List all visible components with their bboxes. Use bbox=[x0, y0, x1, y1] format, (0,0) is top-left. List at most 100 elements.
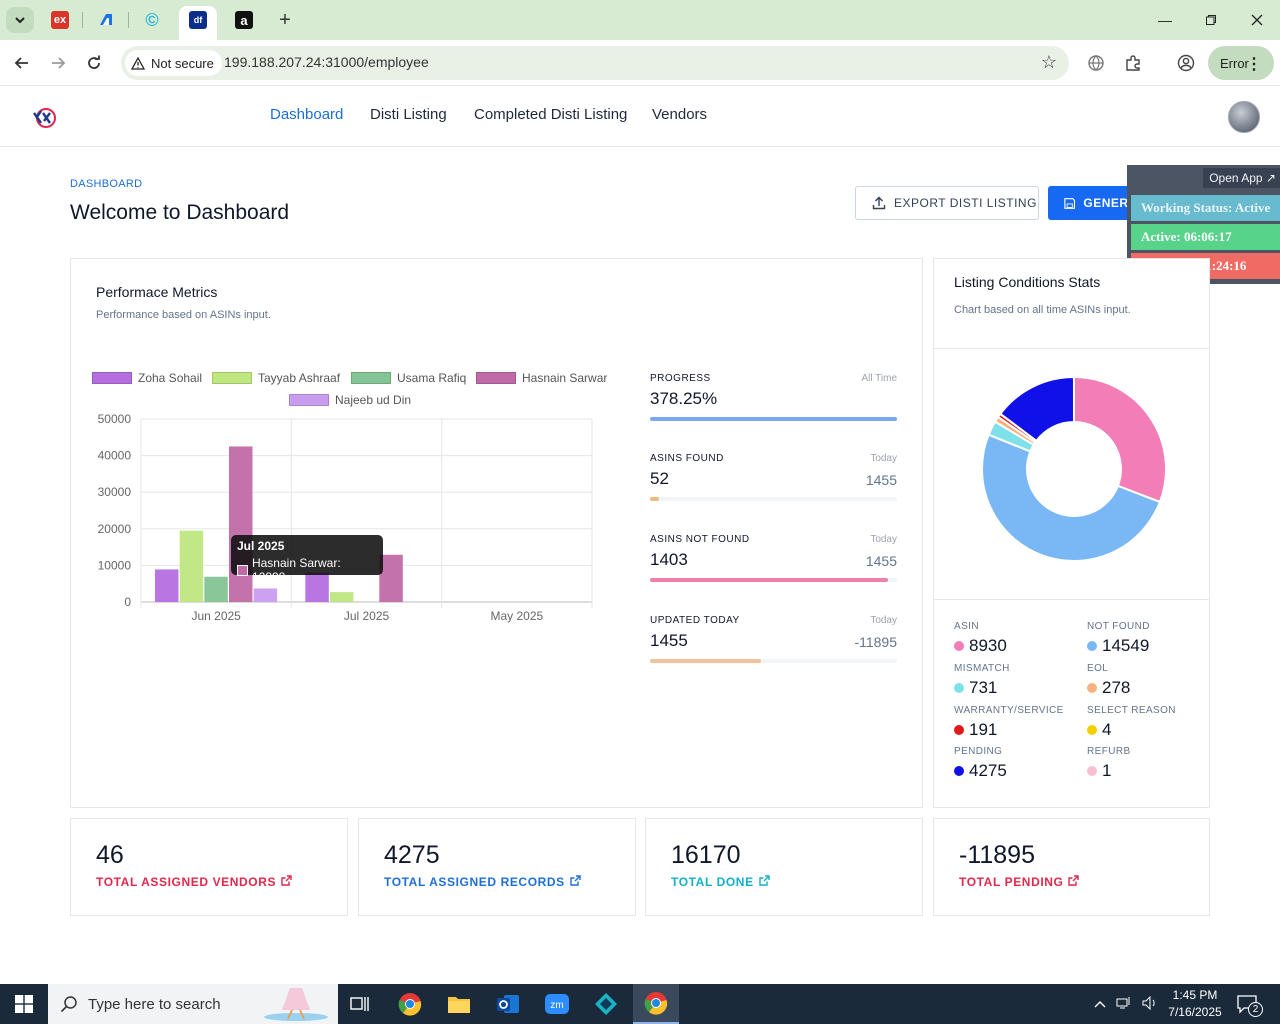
clock-date: 7/16/2025 bbox=[1168, 1005, 1222, 1019]
back-icon[interactable] bbox=[10, 51, 34, 75]
brand-logo[interactable] bbox=[32, 105, 58, 129]
external-link-icon bbox=[1068, 875, 1080, 889]
legend-dot bbox=[1087, 766, 1097, 776]
breadcrumb: DASHBOARD bbox=[70, 178, 143, 190]
kpi-link[interactable]: TOTAL ASSIGNED RECORDS bbox=[384, 875, 581, 889]
bar bbox=[155, 569, 179, 602]
stat-updated-today: UPDATED TODAY Today 1455 -11895 bbox=[650, 615, 897, 675]
kpi-link[interactable]: TOTAL DONE bbox=[671, 875, 770, 889]
nav-vendors[interactable]: Vendors bbox=[652, 106, 708, 123]
file-explorer-icon[interactable] bbox=[439, 988, 479, 1020]
network-icon[interactable] bbox=[1116, 996, 1132, 1013]
volume-icon[interactable] bbox=[1142, 995, 1158, 1013]
zoom-icon[interactable]: zm bbox=[537, 988, 577, 1020]
kpi-label: TOTAL ASSIGNED RECORDS bbox=[384, 875, 565, 889]
export-disti-listing-button[interactable]: EXPORT DISTI LISTING bbox=[855, 186, 1039, 220]
tab-blue-app[interactable] bbox=[97, 11, 115, 29]
legend-swatch bbox=[476, 372, 516, 384]
outlook-icon[interactable] bbox=[488, 988, 528, 1020]
legend-swatch bbox=[289, 394, 329, 406]
cond-value: 4275 bbox=[969, 761, 1007, 780]
nav-completed-disti-listing[interactable]: Completed Disti Listing bbox=[474, 106, 628, 123]
donut-slice[interactable] bbox=[1073, 375, 1167, 504]
x-tick-label: Jul 2025 bbox=[344, 609, 390, 623]
not-secure-chip[interactable]: Not secure bbox=[125, 50, 222, 76]
progress-track bbox=[650, 659, 897, 663]
legend-dot bbox=[954, 725, 964, 735]
kpi-link[interactable]: TOTAL PENDING bbox=[959, 875, 1080, 889]
stat-total: -11895 bbox=[854, 634, 897, 650]
reload-icon[interactable] bbox=[82, 51, 106, 75]
legend-item[interactable]: Zoha Sohail bbox=[92, 371, 202, 385]
notification-center-icon[interactable]: 2 bbox=[1236, 984, 1263, 1024]
minimize-icon[interactable]: — bbox=[1158, 12, 1172, 28]
tooltip-swatch bbox=[237, 564, 248, 576]
legend-swatch bbox=[212, 372, 252, 384]
legend-item[interactable]: Usama Rafiq bbox=[351, 371, 466, 385]
stat-total: 1455 bbox=[865, 472, 897, 488]
legend-dot bbox=[954, 683, 964, 693]
progress-track bbox=[650, 497, 897, 501]
stat-label: PROGRESS bbox=[650, 373, 711, 384]
legend-item[interactable]: Tayyab Ashraaf bbox=[212, 371, 340, 385]
kpi-link[interactable]: TOTAL ASSIGNED VENDORS bbox=[96, 875, 292, 889]
tab-amazon[interactable]: a bbox=[235, 11, 253, 29]
bar-chart: 0 10000 20000 30000 40000 50000 Jun 2025 Jul 20… bbox=[98, 412, 593, 623]
y-tick-label: 20000 bbox=[98, 522, 132, 536]
avatar[interactable] bbox=[1228, 101, 1260, 133]
forward-icon[interactable] bbox=[46, 51, 70, 75]
extensions-icon[interactable] bbox=[1122, 52, 1144, 74]
donut-slice[interactable] bbox=[981, 433, 1162, 563]
open-app-button[interactable]: Open App ↗ bbox=[1203, 168, 1280, 188]
x-tick-label: May 2025 bbox=[490, 609, 543, 623]
external-link-icon bbox=[758, 875, 770, 889]
chrome-icon[interactable] bbox=[390, 988, 430, 1020]
progress-fill bbox=[650, 578, 889, 582]
error-label: Error bbox=[1220, 55, 1249, 71]
legend-item[interactable]: Hasnain Sarwar bbox=[476, 371, 607, 385]
tab-separator bbox=[128, 12, 129, 28]
kpi-total-done: 16170 TOTAL DONE bbox=[645, 818, 923, 916]
cond-eol: EOL 278 bbox=[1087, 663, 1207, 698]
tray-chevron-icon[interactable] bbox=[1094, 997, 1106, 1011]
kpi-value: 46 bbox=[96, 841, 124, 869]
app-diamond-icon[interactable] bbox=[586, 988, 626, 1020]
taskbar-clock[interactable]: 1:45 PM 7/16/2025 bbox=[1160, 987, 1230, 1021]
profile-icon[interactable] bbox=[1175, 52, 1197, 74]
nav-disti-listing[interactable]: Disti Listing bbox=[370, 106, 447, 123]
legend-dot bbox=[954, 766, 964, 776]
cond-label: PENDING bbox=[954, 746, 1003, 757]
tab-search-button[interactable] bbox=[6, 7, 34, 33]
legend-dot bbox=[1087, 683, 1097, 693]
legend-item[interactable]: Najeeb ud Din bbox=[289, 393, 411, 407]
translate-icon[interactable] bbox=[1085, 52, 1107, 74]
tab-df[interactable]: df bbox=[189, 11, 207, 29]
address-bar-row: Not secure 199.188.207.24:31000/employee… bbox=[0, 40, 1280, 86]
kpi-value: -11895 bbox=[959, 841, 1035, 869]
taskbar-search[interactable]: Type here to search bbox=[48, 984, 338, 1024]
kpi-assigned-vendors: 46 TOTAL ASSIGNED VENDORS bbox=[70, 818, 348, 916]
legend-label: Usama Rafiq bbox=[397, 371, 467, 385]
conditions-subtitle: Chart based on all time ASINs input. bbox=[954, 304, 1131, 316]
cond-value: 278 bbox=[1102, 678, 1131, 697]
close-icon[interactable] bbox=[1247, 10, 1267, 30]
legend-dot bbox=[1087, 725, 1097, 735]
omnibox[interactable]: Not secure 199.188.207.24:31000/employee… bbox=[121, 46, 1069, 80]
save-icon bbox=[1064, 197, 1076, 209]
restore-icon[interactable] bbox=[1201, 10, 1221, 30]
chrome-active-icon[interactable] bbox=[633, 984, 679, 1024]
windows-start-icon[interactable] bbox=[0, 984, 48, 1024]
svg-text:zm: zm bbox=[550, 1000, 563, 1011]
bookmark-star-icon[interactable]: ☆ bbox=[1040, 52, 1057, 72]
error-button[interactable]: Error ⋮ bbox=[1208, 46, 1274, 80]
y-tick-label: 30000 bbox=[98, 485, 132, 499]
new-tab-button[interactable]: + bbox=[279, 8, 291, 31]
tab-ex[interactable]: ex bbox=[51, 11, 69, 29]
kpi-total-pending: -11895 TOTAL PENDING bbox=[933, 818, 1210, 916]
stat-asins-not-found: ASINS NOT FOUND Today 1403 1455 bbox=[650, 534, 897, 594]
tab-c[interactable]: © bbox=[145, 9, 159, 30]
legend-label: Najeeb ud Din bbox=[335, 393, 412, 407]
url-text[interactable]: 199.188.207.24:31000/employee bbox=[224, 54, 429, 70]
task-view-icon[interactable] bbox=[340, 988, 380, 1020]
nav-dashboard[interactable]: Dashboard bbox=[270, 106, 344, 123]
